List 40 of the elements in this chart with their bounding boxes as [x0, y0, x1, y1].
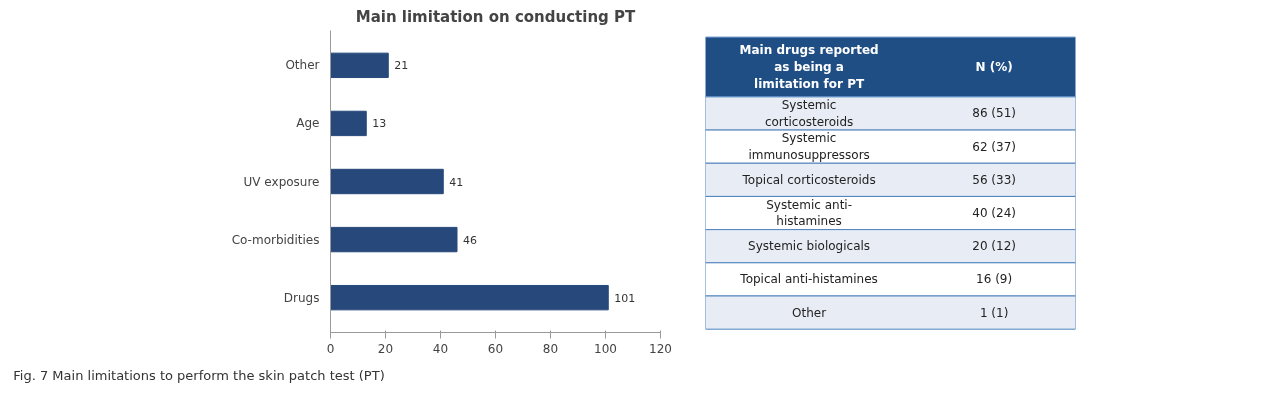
text: N (%): [975, 60, 1013, 75]
category-label: Systemic biologicals: [748, 239, 871, 254]
data-label: 46: [463, 233, 477, 247]
category-label: Topical corticosteroids: [741, 172, 876, 187]
category-label: Other: [792, 305, 827, 320]
category-label: Systemic corticosteroids: [764, 98, 854, 129]
x-tick-label: 120: [649, 341, 672, 356]
text: 56 (33): [972, 172, 1016, 187]
x-tick-label: 20: [377, 341, 394, 356]
y-tick-label: Age: [296, 116, 320, 131]
data-label: 13: [372, 117, 387, 131]
x-tick-label: 60: [487, 341, 504, 356]
x-tick-label: 100: [594, 341, 617, 356]
bar: [330, 226, 458, 253]
chart-title: Main limitation on conducting PT: [355, 7, 637, 26]
bar: [330, 284, 609, 311]
bar: [330, 168, 444, 195]
data-label: 101: [614, 291, 636, 305]
data-label: 21: [394, 59, 409, 73]
caption: Fig. 7 Main limitations to perform the skin patch test (PT): [13, 368, 385, 383]
category-label: Systemic immunosuppressors: [748, 131, 870, 163]
x-tick-label: 80: [542, 341, 559, 356]
text: 62 (37): [972, 139, 1016, 154]
x-tick-label: 40: [432, 341, 449, 356]
bar: [330, 52, 389, 79]
text: 86 (51): [972, 106, 1016, 121]
y-tick-label: Co-morbidities: [231, 232, 320, 247]
text: 40 (24): [972, 206, 1016, 221]
text: 1 (1): [979, 305, 1009, 320]
category-label: Topical anti-histamines: [739, 272, 878, 287]
text: 20 (12): [972, 239, 1016, 254]
text: 16 (9): [976, 272, 1013, 287]
data-label: 41: [449, 175, 464, 189]
y-tick-label: UV exposure: [243, 174, 320, 189]
x-tick-label: 0: [326, 341, 335, 356]
y-tick-label: Drugs: [283, 290, 320, 305]
text: Main drugs reported as being a limitation for PT: [739, 43, 879, 91]
category-label: Systemic anti-histamines: [766, 197, 853, 229]
y-tick-label: Other: [285, 58, 320, 73]
bar: [330, 110, 367, 137]
